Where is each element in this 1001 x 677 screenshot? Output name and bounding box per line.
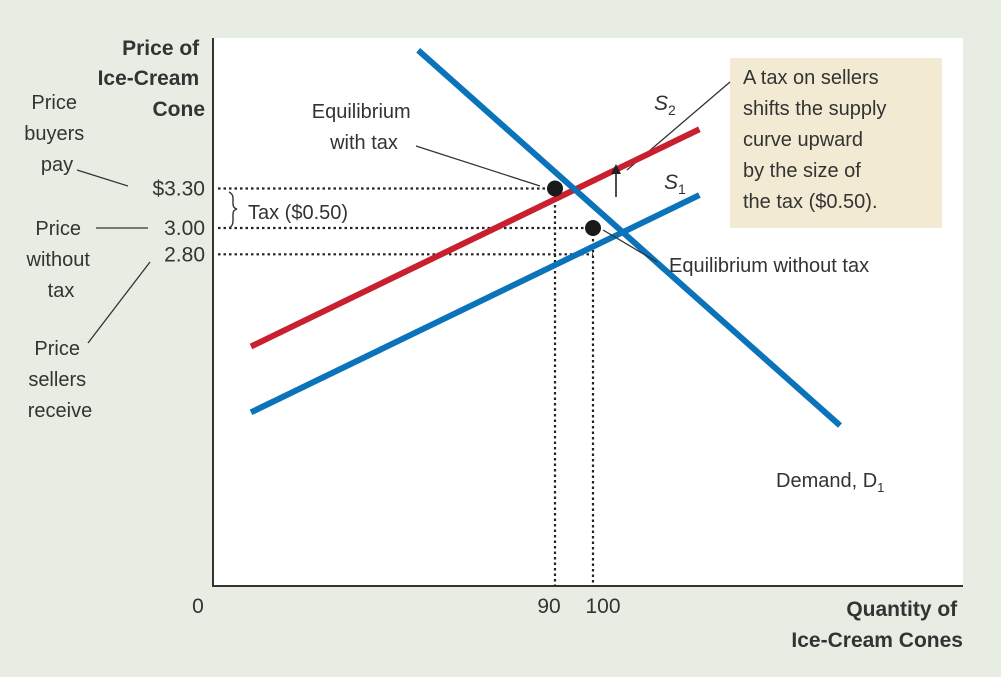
callout-line-4: by the size of	[743, 160, 861, 182]
price-sellers-receive-line-1: Price	[34, 338, 80, 360]
price-buyers-pay-line-3: pay	[41, 154, 73, 176]
equilibrium-without-tax-point	[585, 220, 601, 236]
price-without-tax-line-2: without	[26, 249, 91, 271]
supply-s2-label: S2	[654, 92, 676, 118]
callout-line-3: curve upward	[743, 129, 863, 151]
svg-text:A tax on sellers shifts th: A tax on sellers shifts the supply curve…	[743, 67, 892, 213]
callout-line-5: the tax ($0.50).	[743, 191, 878, 213]
equilibrium-without-tax-leader	[602, 229, 658, 263]
y-tick-label-2-80: 2.80	[164, 243, 205, 266]
price-sellers-receive-line-3: receive	[28, 400, 92, 422]
equilibrium-without-tax-label: Equilibrium without tax	[669, 255, 869, 277]
supply-s2-curve	[249, 126, 701, 350]
callout-line-2: shifts the supply	[743, 98, 886, 120]
y-tick-label-3-30: $3.30	[152, 177, 205, 200]
price-buyers-pay-leader	[76, 169, 129, 187]
price-without-tax-line-3: tax	[48, 280, 75, 302]
supply-shift-arrow	[611, 164, 621, 197]
tax-amount-label: Tax ($0.50)	[248, 202, 348, 224]
equilibrium-with-tax-point	[547, 180, 563, 197]
demand-d1-label: Demand, D1	[776, 470, 884, 495]
price-sellers-receive-leader	[87, 261, 151, 344]
callout-box	[730, 58, 942, 228]
y-axis-title-line-3: Cone	[153, 98, 206, 121]
svg-text:Price without tax: Price without tax	[26, 218, 96, 302]
x-tick-label-100: 100	[585, 595, 620, 618]
price-sellers-receive-line-2: sellers	[28, 369, 86, 391]
y-tick-label-3-00: 3.00	[164, 217, 205, 240]
callout-line-1: A tax on sellers	[743, 67, 879, 89]
price-buyers-pay-line-1: Price	[31, 92, 77, 114]
price-buyers-pay-line-2: buyers	[24, 123, 84, 145]
supply-s1-label: S1	[664, 171, 686, 197]
svg-text:Price buyers pay: Price buyers pay	[24, 92, 90, 176]
y-axis-title-line-1: Price of	[122, 37, 200, 60]
origin-label: 0	[192, 595, 204, 618]
price-without-tax-line-1: Price	[35, 218, 81, 240]
equilibrium-with-tax-leader	[415, 145, 541, 187]
tax-bracket	[228, 191, 238, 229]
svg-text:Price of Ice-Cream Con: Price of Ice-Cream Cone	[98, 37, 205, 121]
equilibrium-with-tax-label-line-1: Equilibrium	[312, 101, 411, 123]
demand-d1-curve	[416, 48, 842, 428]
svg-text:Price sellers receive: Price sellers receive	[28, 338, 92, 422]
x-axis-title-line-2: Ice-Cream Cones	[791, 629, 963, 652]
x-axis-title-line-1: Quantity of	[846, 598, 958, 621]
equilibrium-with-tax-label-line-2: with tax	[329, 132, 398, 154]
y-axis-title-line-2: Ice-Cream	[98, 67, 200, 90]
x-tick-label-90: 90	[537, 595, 560, 618]
svg-text:Equilibrium with tax: Equilibrium with tax	[312, 101, 417, 154]
svg-text:Quantity of Ice-Cream Cone: Quantity of Ice-Cream Cones	[791, 598, 963, 652]
